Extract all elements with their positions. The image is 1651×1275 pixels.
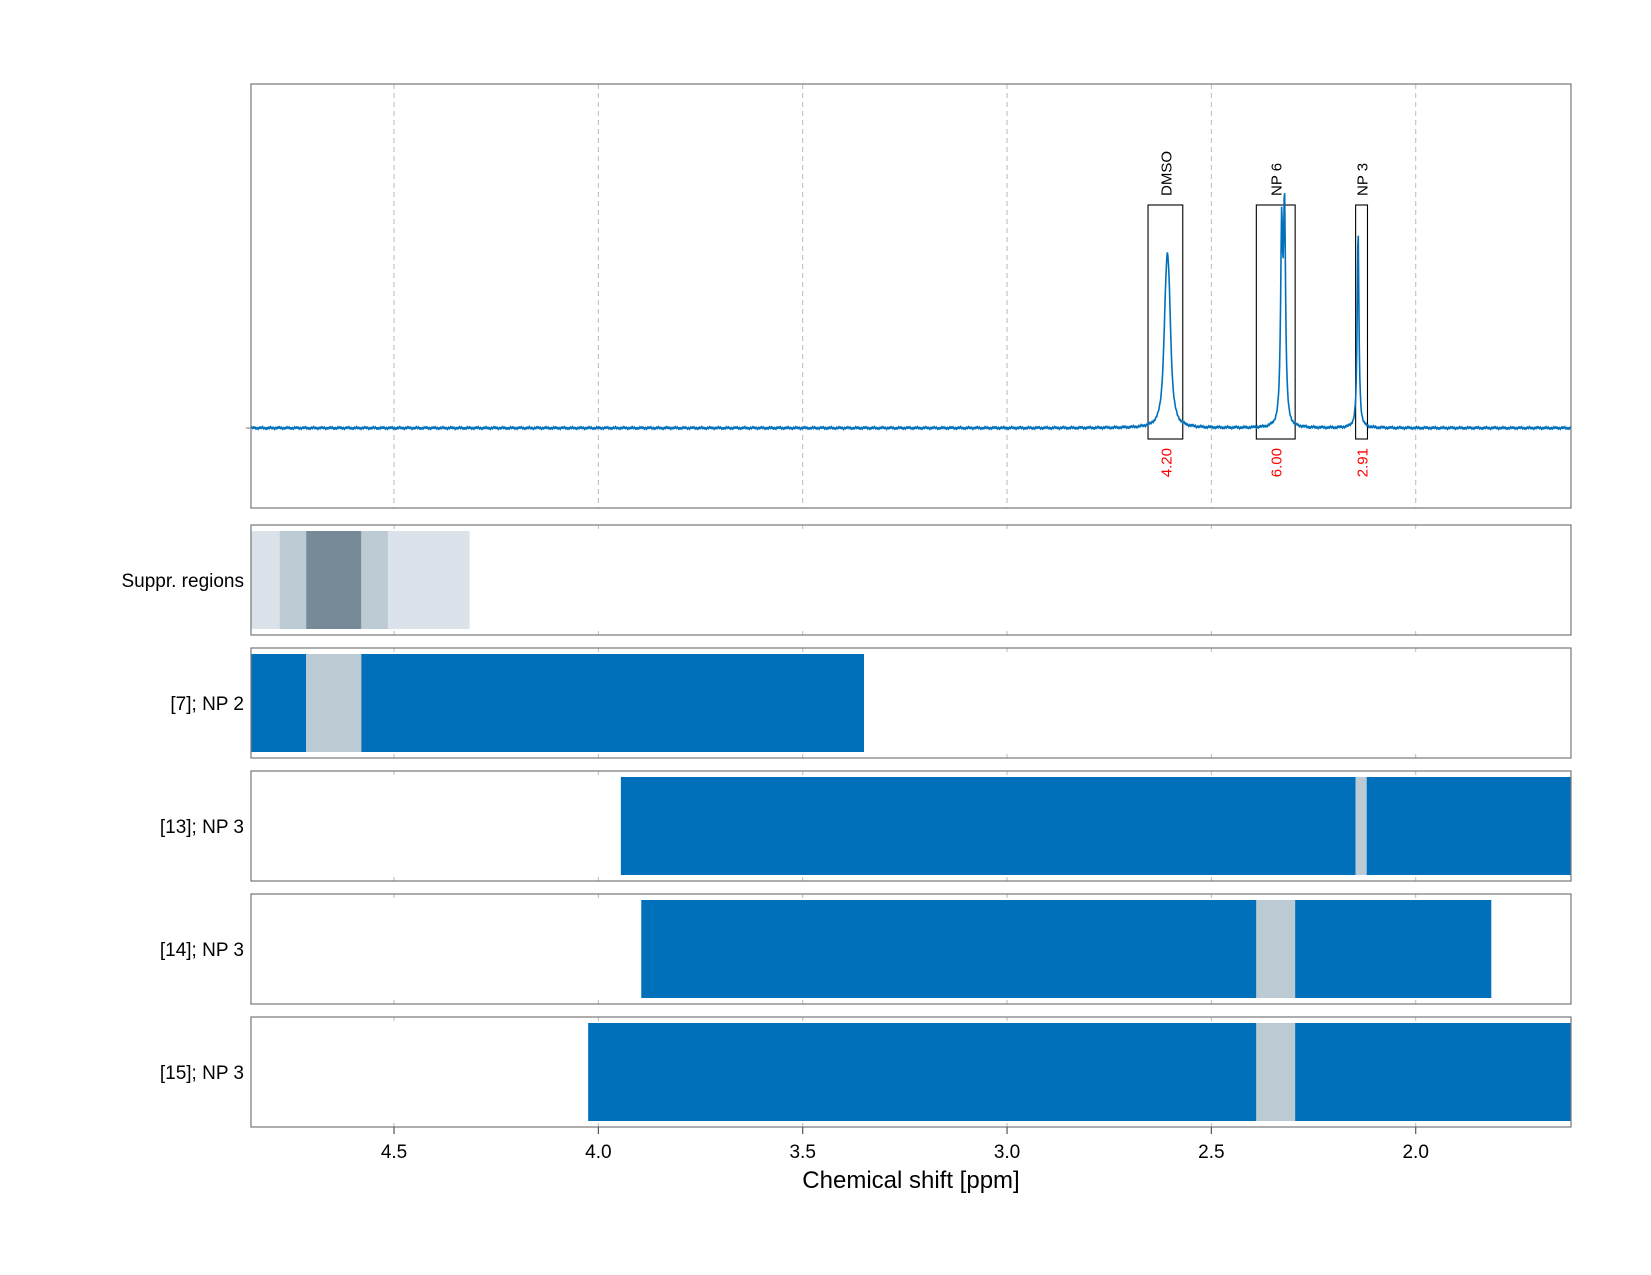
spectrum-line: [250, 193, 1572, 431]
track-frame: [250, 1016, 1572, 1128]
track-segment-0: [251, 531, 280, 629]
peak-region-box-0: [1147, 204, 1184, 440]
track-segment-4: [387, 531, 470, 629]
track-segment-1: [1256, 900, 1296, 998]
track-segment-2: [1366, 777, 1571, 875]
track-frame: [250, 647, 1572, 759]
peak-regions: DMSO 4.20 NP 6 6.00 NP 3 2.91: [1147, 151, 1372, 477]
track-panels: Suppr. regions [7]; NP 2 [13]; NP 3 [14]; N…: [121, 524, 1572, 1128]
track-label: [14]; NP 3: [160, 940, 244, 961]
track-segment-0: [641, 900, 1257, 998]
x-tick-label-2: 3.5: [789, 1142, 815, 1163]
track-segment-2: [1295, 1023, 1571, 1121]
track-segment-2: [1295, 900, 1492, 998]
track-segment-1: [279, 531, 307, 629]
track-3: [14]; NP 3: [160, 893, 1572, 1005]
track-label: [15]; NP 3: [160, 1063, 244, 1084]
track-label: Suppr. regions: [121, 571, 244, 592]
track-2: [13]; NP 3: [160, 770, 1572, 882]
track-segment-1: [306, 654, 362, 752]
track-label: [7]; NP 2: [170, 694, 244, 715]
track-segment-2: [306, 531, 362, 629]
peak-region-label-1: NP 6: [1269, 163, 1286, 196]
track-segment-2: [361, 654, 865, 752]
track-segment-1: [1256, 1023, 1296, 1121]
track-segment-0: [588, 1023, 1257, 1121]
x-tick-label-1: 4.0: [585, 1142, 611, 1163]
x-tick-label-0: 4.5: [381, 1142, 407, 1163]
peak-region-label-0: DMSO: [1158, 151, 1175, 196]
spectrum-panel: DMSO 4.20 NP 6 6.00 NP 3 2.91: [246, 83, 1572, 509]
track-1: [7]; NP 2: [170, 647, 1572, 759]
track-0: Suppr. regions: [121, 524, 1572, 636]
x-tick-label-4: 2.5: [1198, 1142, 1224, 1163]
peak-region-box-2: [1355, 204, 1369, 440]
track-segment-0: [620, 777, 1356, 875]
track-label: [13]; NP 3: [160, 817, 244, 838]
peak-region-label-2: NP 3: [1355, 163, 1372, 196]
peak-integral-1: 6.00: [1269, 448, 1286, 477]
spectrum-frame: [250, 83, 1572, 509]
x-tick-label-5: 2.0: [1402, 1142, 1428, 1163]
x-axis-label: Chemical shift [ppm]: [802, 1167, 1019, 1194]
track-segment-0: [251, 654, 307, 752]
peak-integral-0: 4.20: [1158, 448, 1175, 477]
track-segment-1: [1355, 777, 1367, 875]
track-frame: [250, 770, 1572, 882]
spectrum-gridlines: [393, 84, 1417, 508]
track-frame: [250, 893, 1572, 1005]
peak-integral-2: 2.91: [1355, 448, 1372, 477]
x-axis: 4.5 4.0 3.5 3.0 2.5 2.0: [381, 1127, 1429, 1163]
peak-region-box-1: [1255, 204, 1296, 440]
track-4: [15]; NP 3: [160, 1016, 1572, 1128]
x-tick-label-3: 3.0: [994, 1142, 1020, 1163]
track-frame: [250, 524, 1572, 636]
track-segment-3: [361, 531, 388, 629]
